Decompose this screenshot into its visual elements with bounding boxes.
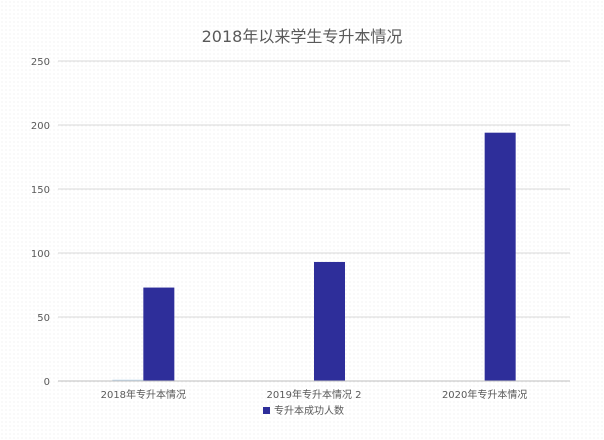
y-tick-label: 150: [31, 185, 50, 196]
legend-swatch: [263, 407, 270, 414]
bar: [484, 132, 516, 381]
bar: [314, 261, 345, 381]
y-tick-label: 0: [44, 377, 50, 388]
y-tick-label: 100: [31, 249, 50, 260]
y-tick-label: 50: [37, 313, 50, 324]
bar: [143, 287, 175, 381]
bar: [112, 379, 144, 381]
legend-label: 专升本成功人数: [274, 404, 344, 417]
y-tick-label: 200: [31, 121, 50, 132]
x-axis-ticks: 2018年专升本情况 2019年专升本情况 2 2020年专升本情况: [101, 388, 528, 401]
x-tick-label: 2019年专升本情况 2: [267, 388, 362, 401]
y-axis-ticks: 0 50 100 150 200 250: [31, 57, 50, 388]
x-tick-label: 2018年专升本情况: [101, 388, 186, 401]
chart-title: 2018年以来学生专升本情况: [202, 27, 403, 46]
x-tick-label: 2020年专升本情况: [442, 388, 527, 401]
y-tick-label: 250: [31, 57, 50, 68]
bars: [112, 132, 516, 381]
legend: 专升本成功人数: [263, 404, 344, 417]
